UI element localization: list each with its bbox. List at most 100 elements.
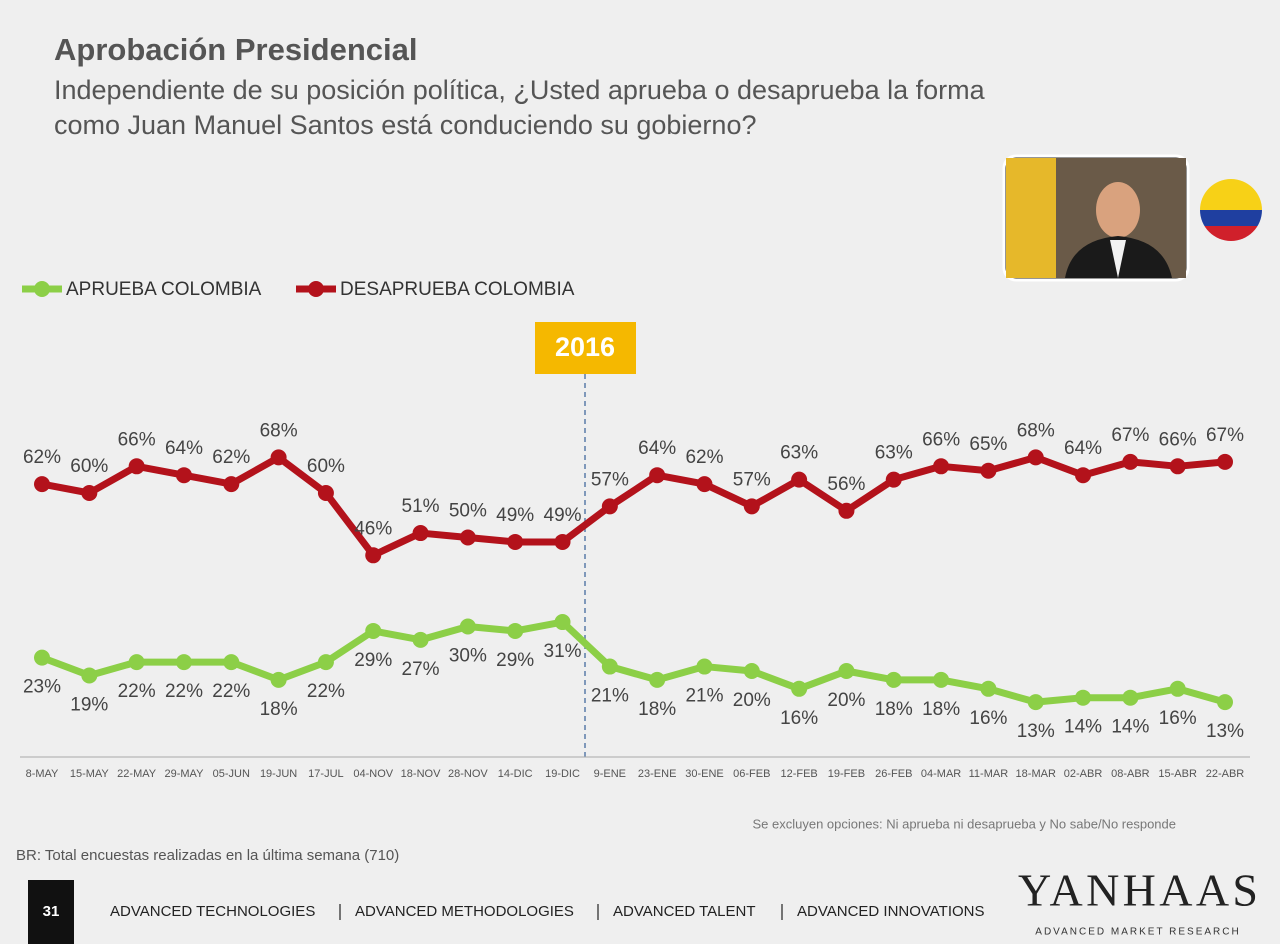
note: Se excluyen opciones: Ni aprueba ni desa… — [753, 816, 1177, 831]
marker — [554, 614, 571, 631]
value-label: 67% — [1111, 425, 1149, 446]
marker — [980, 462, 997, 479]
marker — [1169, 458, 1186, 475]
marker — [838, 502, 855, 519]
marker — [1075, 467, 1092, 484]
value-label: 56% — [827, 474, 865, 495]
series-line — [40, 618, 1226, 706]
marker — [885, 471, 902, 488]
value-label: 50% — [449, 501, 487, 522]
page-box — [28, 880, 74, 944]
x-tick-label: 29-MAY — [164, 768, 204, 780]
marker — [1027, 449, 1044, 466]
value-label: 57% — [591, 469, 629, 490]
x-tick-label: 19-FEB — [828, 768, 865, 780]
marker — [838, 663, 855, 679]
x-tick-label: 19-JUN — [260, 768, 297, 780]
marker — [649, 467, 666, 484]
marker — [554, 533, 571, 550]
footer-item: ADVANCED INNOVATIONS — [797, 903, 985, 920]
value-label: 49% — [496, 505, 534, 526]
value-label: 63% — [780, 443, 818, 464]
value-label: 29% — [496, 650, 534, 671]
value-label: 13% — [1017, 721, 1055, 742]
marker — [81, 485, 98, 501]
x-tick-label: 9-ENE — [594, 768, 626, 780]
marker — [317, 485, 334, 501]
footer-item: ADVANCED TECHNOLOGIES — [110, 903, 315, 920]
value-label: 66% — [118, 429, 156, 450]
subtitle: como Juan Manuel Santos está conduciendo… — [54, 110, 756, 140]
marker — [1169, 680, 1186, 697]
legend-marker — [308, 281, 324, 297]
marker — [933, 671, 950, 688]
marker — [885, 671, 902, 688]
value-label: 13% — [1206, 721, 1244, 742]
annotation-box — [535, 322, 636, 374]
value-label: 14% — [1111, 717, 1149, 738]
x-tick-label: 12-FEB — [780, 768, 817, 780]
marker — [34, 476, 50, 493]
marker — [507, 622, 524, 639]
marker — [649, 671, 666, 688]
marker — [175, 654, 192, 671]
x-tick-label: 18-MAR — [1016, 768, 1056, 780]
marker — [601, 658, 618, 675]
value-label: 62% — [23, 447, 61, 468]
marker — [270, 449, 287, 466]
value-label: 60% — [70, 456, 108, 477]
x-tick-label: 14-DIC — [498, 768, 533, 780]
value-label: 60% — [307, 456, 345, 477]
marker — [459, 618, 476, 635]
value-label: 63% — [875, 443, 913, 464]
x-tick-label: 11-MAR — [969, 768, 1009, 780]
marker — [696, 476, 713, 493]
footer-item: ADVANCED METHODOLOGIES — [355, 903, 574, 920]
value-label: 22% — [307, 681, 345, 702]
marker — [791, 471, 808, 488]
value-label: 23% — [23, 677, 61, 698]
value-label: 21% — [685, 686, 723, 707]
value-label: 64% — [638, 438, 676, 459]
marker — [696, 658, 713, 675]
value-label: 68% — [1017, 420, 1055, 441]
marker — [1122, 453, 1139, 470]
marker — [34, 649, 50, 666]
value-label: 29% — [354, 650, 392, 671]
x-tick-label: 15-ABR — [1158, 768, 1197, 780]
footer-item: ADVANCED TALENT — [613, 903, 756, 920]
legend-label: APRUEBA COLOMBIA — [66, 279, 262, 300]
marker — [980, 680, 997, 697]
value-label: 16% — [780, 708, 818, 729]
x-tick-label: 22-ABR — [1206, 768, 1245, 780]
value-label: 14% — [1064, 717, 1102, 738]
subtitle: Independiente de su posición política, ¿… — [54, 75, 986, 105]
marker — [933, 458, 950, 475]
marker — [128, 458, 145, 475]
value-label: 18% — [260, 699, 298, 720]
value-label: 21% — [591, 686, 629, 707]
x-tick-label: 18-NOV — [401, 768, 441, 780]
page-number: 31 — [43, 903, 60, 920]
marker — [223, 654, 240, 671]
marker — [743, 663, 760, 679]
value-label: 22% — [165, 681, 203, 702]
marker — [743, 498, 760, 515]
value-label: 64% — [165, 438, 203, 459]
x-tick-label: 23-ENE — [638, 768, 677, 780]
marker — [223, 476, 240, 493]
value-label: 66% — [1159, 429, 1197, 450]
x-tick-label: 06-FEB — [733, 768, 770, 780]
value-label: 20% — [733, 690, 771, 711]
marker — [1217, 694, 1233, 711]
x-tick-label: 28-NOV — [448, 768, 488, 780]
value-label: 18% — [922, 699, 960, 720]
x-tick-label: 30-ENE — [685, 768, 724, 780]
title: Aprobación Presidencial — [54, 32, 418, 67]
marker — [601, 498, 618, 515]
marker — [1075, 689, 1092, 706]
x-tick-label: 19-DIC — [545, 768, 580, 780]
marker — [175, 467, 192, 484]
marker — [81, 667, 98, 684]
